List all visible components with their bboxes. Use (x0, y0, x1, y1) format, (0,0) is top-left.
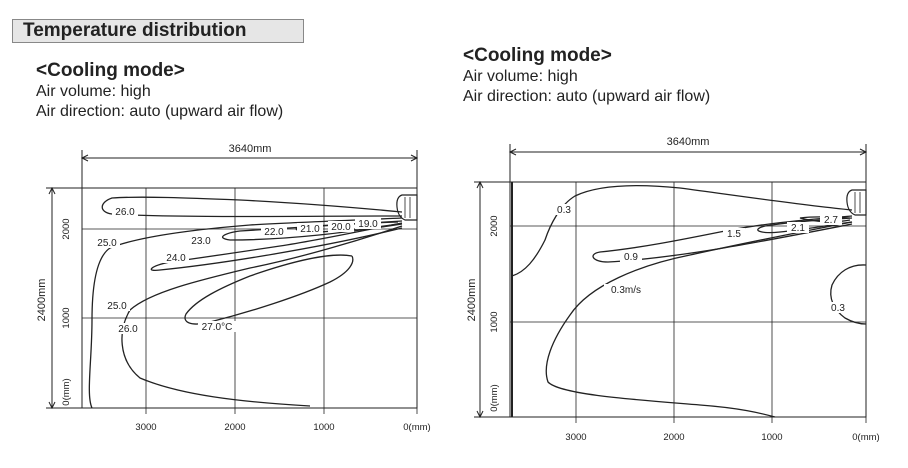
left-xtick-2000: 2000 (224, 422, 245, 433)
right-ytick-1000: 1000 (489, 311, 500, 332)
left-contour-label-25-bottom: 25.0 (107, 301, 127, 312)
right-panel-header: <Cooling mode> Air volume: high Air dire… (463, 44, 710, 107)
right-air-volume: Air volume: high (463, 68, 578, 85)
right-air-direction: Air direction: auto (upward air flow) (463, 88, 711, 105)
right-xtick-2000: 2000 (663, 432, 684, 443)
left-xtick-1000: 1000 (313, 422, 334, 433)
right-mode-title: <Cooling mode> (463, 45, 612, 66)
right-contour-label-1-5: 1.5 (727, 229, 741, 240)
right-contour-label-0-3-mid: 0.3m/s (611, 285, 641, 296)
right-xtick-1000: 1000 (761, 432, 782, 443)
right-xtick-3000: 3000 (565, 432, 586, 443)
left-xtick-3000: 3000 (135, 422, 156, 433)
left-air-direction: Air direction: auto (upward air flow) (36, 103, 284, 120)
left-ytick-0: 0(mm) (61, 378, 72, 405)
left-contour-label-27: 27.0°C (202, 322, 233, 333)
right-contour-label-0-3-top: 0.3 (557, 205, 571, 216)
section-title: Temperature distribution (12, 19, 304, 43)
left-contour-label-22: 22.0 (264, 227, 284, 238)
right-width-label: 3640mm (667, 136, 710, 148)
left-air-volume: Air volume: high (36, 83, 151, 100)
right-contour-label-0-9: 0.9 (624, 252, 638, 263)
left-width-label: 3640mm (229, 143, 272, 155)
left-contour-label-21: 21.0 (300, 224, 320, 235)
right-ytick-0: 0(mm) (489, 384, 500, 411)
left-contour-label-19: 19.0 (358, 219, 378, 230)
left-xtick-0: 0(mm) (403, 422, 430, 433)
right-xtick-0: 0(mm) (852, 432, 879, 443)
left-contour-label-24: 24.0 (166, 253, 186, 264)
left-contour-label-20: 20.0 (331, 222, 351, 233)
left-ytick-2000: 2000 (61, 218, 72, 239)
left-contour-label-26-top: 26.0 (115, 207, 135, 218)
left-ytick-1000: 1000 (61, 307, 72, 328)
right-contour-label-2-7: 2.7 (824, 215, 838, 226)
left-height-label: 2400mm (36, 279, 48, 322)
left-contour-label-26-bottom: 26.0 (118, 324, 138, 335)
right-height-label: 2400mm (466, 279, 478, 322)
right-contour-label-0-3-right: 0.3 (831, 303, 845, 314)
left-contour-label-23: 23.0 (191, 236, 211, 247)
left-panel-header: <Cooling mode> Air volume: high Air dire… (36, 59, 283, 122)
right-ytick-2000: 2000 (489, 215, 500, 236)
right-contour-label-2-1: 2.1 (791, 223, 805, 234)
left-mode-title: <Cooling mode> (36, 60, 185, 81)
left-contour-label-25-top: 25.0 (97, 238, 117, 249)
